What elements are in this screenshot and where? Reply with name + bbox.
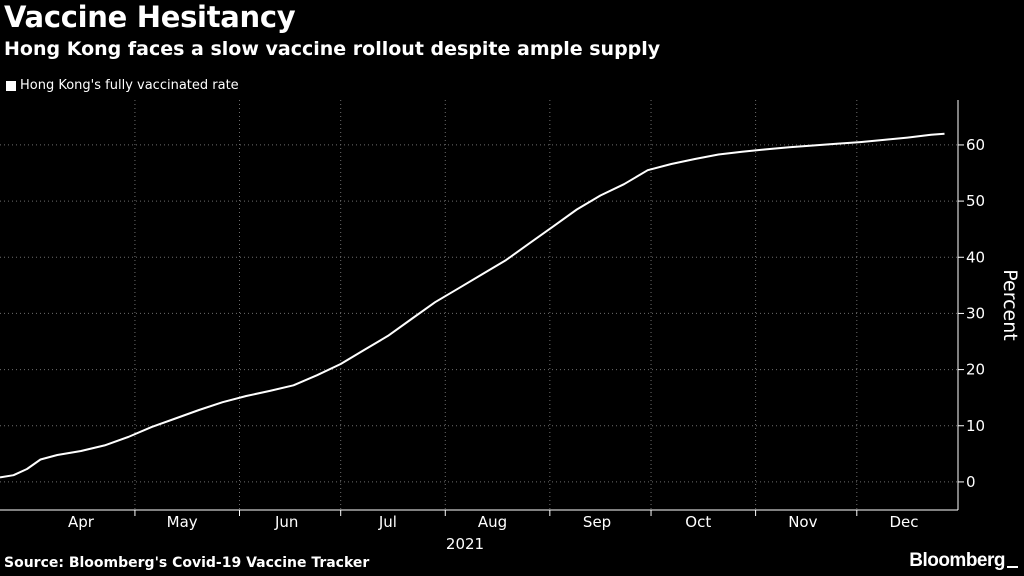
x-tick-label: Sep bbox=[583, 513, 611, 531]
x-tick-label: Jun bbox=[274, 513, 298, 531]
series-line-fully-vaccinated-rate bbox=[0, 132, 945, 479]
axes bbox=[0, 100, 964, 516]
y-tick-label: 30 bbox=[966, 304, 985, 322]
x-tick-label: Jul bbox=[378, 513, 397, 531]
x-tick-label: Oct bbox=[685, 513, 711, 531]
page-title: Vaccine Hesitancy bbox=[4, 0, 296, 34]
series-layer bbox=[0, 132, 945, 479]
chart-legend: Hong Kong's fully vaccinated rate bbox=[6, 78, 239, 93]
x-tick-label: Apr bbox=[68, 513, 95, 531]
page-subtitle: Hong Kong faces a slow vaccine rollout d… bbox=[4, 38, 661, 60]
bloomberg-logo: Bloomberg bbox=[909, 550, 1018, 572]
x-axis-year-label: 2021 bbox=[446, 535, 484, 553]
brand-mark-icon bbox=[1007, 554, 1018, 568]
y-tick-label: 60 bbox=[966, 136, 985, 154]
y-tick-label: 20 bbox=[966, 361, 985, 379]
y-tick-label: 40 bbox=[966, 248, 985, 266]
x-tick-label: Nov bbox=[788, 513, 817, 531]
y-axis-title: Percent bbox=[999, 269, 1021, 341]
legend-label: Hong Kong's fully vaccinated rate bbox=[20, 78, 239, 93]
source-note: Source: Bloomberg's Covid-19 Vaccine Tra… bbox=[4, 555, 370, 571]
brand-name: Bloomberg bbox=[909, 550, 1005, 571]
x-tick-label: Aug bbox=[478, 513, 507, 531]
x-tick-label: May bbox=[167, 513, 198, 531]
y-tick-label: 50 bbox=[966, 192, 985, 210]
legend-swatch bbox=[6, 80, 16, 91]
tick-labels: 0 10 20 30 40 50 60 Apr May Jun Jul Aug Sep Oct Nov Dec bbox=[68, 136, 985, 531]
x-tick-label: Dec bbox=[890, 513, 919, 531]
y-tick-label: 0 bbox=[966, 473, 976, 491]
y-tick-label: 10 bbox=[966, 417, 985, 435]
grid-lines bbox=[0, 100, 958, 510]
